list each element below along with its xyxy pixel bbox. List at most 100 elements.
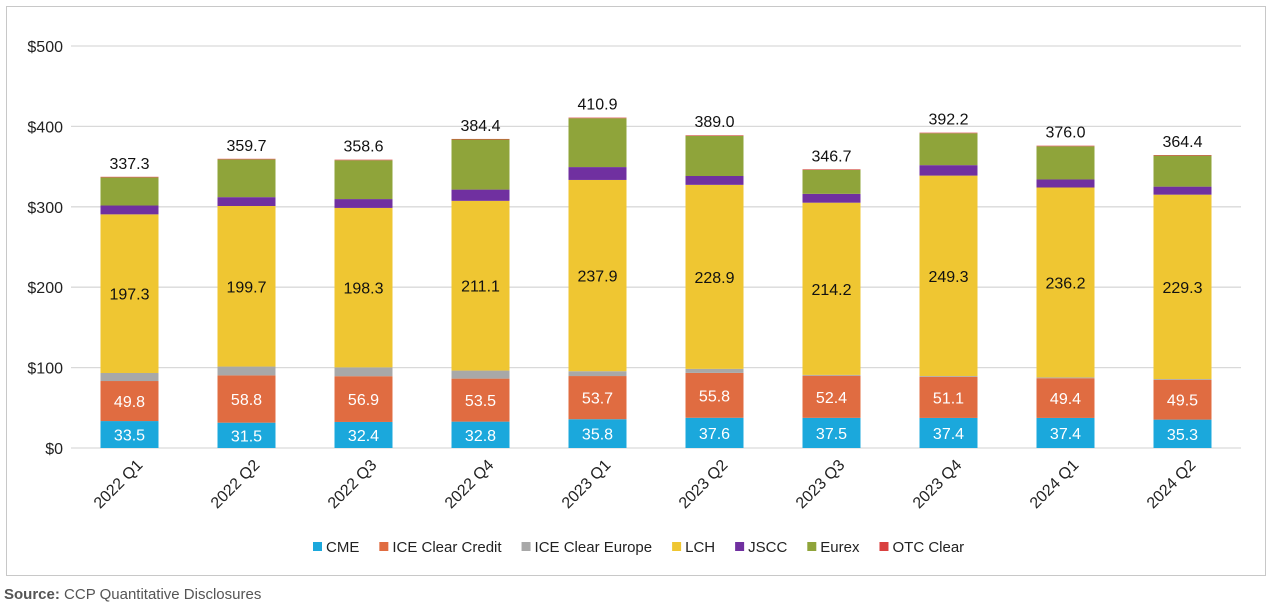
bar-segment [568, 179, 627, 372]
data-label: 49.4 [1050, 391, 1081, 408]
bar-segment [217, 197, 276, 206]
data-label: 49.5 [1167, 393, 1198, 410]
data-label: 55.8 [699, 388, 730, 405]
x-tick-label: 2022 Q4 [442, 457, 497, 512]
x-tick-label: 2022 Q2 [208, 457, 263, 512]
bar-segment [451, 370, 510, 379]
x-tick-label: 2022 Q1 [91, 457, 146, 512]
chart-frame: $0 $100 $200 $300 $400 $500 33.5 49.8 197.3 337.3… [6, 6, 1266, 576]
y-tick-label: $200 [27, 280, 63, 297]
legend-label: CME [326, 539, 359, 556]
bar-segment [1153, 186, 1212, 195]
bar-segment [919, 133, 978, 166]
data-label: 31.5 [231, 428, 262, 445]
data-label: 229.3 [1162, 280, 1202, 297]
bar-segment [1153, 155, 1212, 156]
data-label: 237.9 [577, 269, 617, 286]
x-tick-label: 2023 Q1 [559, 457, 614, 512]
bar-segment [100, 176, 159, 178]
bar-segment [334, 367, 393, 377]
bar-segment [334, 159, 393, 161]
bar-segment [100, 372, 159, 382]
bar-segment [568, 371, 627, 377]
bar-segment [1153, 379, 1212, 420]
legend-label: ICE Clear Credit [392, 539, 502, 556]
bar-segment [334, 207, 393, 368]
y-tick-label: $500 [27, 39, 63, 56]
bar-segment [451, 200, 510, 371]
data-label: 249.3 [928, 269, 968, 286]
data-label: 53.7 [582, 391, 613, 408]
bar-segment [217, 158, 276, 160]
bar-segment [568, 117, 627, 119]
bar-segment [1036, 187, 1095, 378]
bar-segment [802, 193, 861, 203]
data-label: 58.8 [231, 392, 262, 409]
bar-segment [685, 417, 744, 448]
data-label: 33.5 [114, 428, 145, 445]
bar-segment [217, 366, 276, 376]
total-label: 346.7 [811, 148, 851, 165]
bar-segment [100, 381, 159, 422]
total-label: 392.2 [928, 112, 968, 129]
legend-label: JSCC [748, 539, 787, 556]
data-label: 56.9 [348, 392, 379, 409]
bar-segment [1036, 179, 1095, 188]
data-label: 32.4 [348, 428, 379, 445]
total-label: 359.7 [226, 138, 266, 155]
data-label: 52.4 [816, 390, 847, 407]
data-label: 37.5 [816, 426, 847, 443]
bar-segment [1036, 378, 1095, 418]
bar-segment [334, 199, 393, 208]
bar-segment [685, 368, 744, 373]
x-tick-label: 2024 Q1 [1027, 457, 1082, 512]
data-label: 236.2 [1045, 275, 1085, 292]
y-tick-label: $100 [27, 361, 63, 378]
legend-swatch [879, 542, 889, 551]
total-label: 410.9 [577, 97, 617, 114]
bar-segment [919, 376, 978, 377]
bar-segment [802, 169, 861, 170]
legend-swatch [672, 542, 682, 551]
total-label: 376.0 [1045, 125, 1085, 142]
legend-label: ICE Clear Europe [535, 539, 653, 556]
bar-segment [217, 205, 276, 367]
total-label: 364.4 [1162, 134, 1202, 151]
total-label: 337.3 [109, 156, 149, 173]
bar-segment [451, 421, 510, 448]
x-tick-label: 2023 Q4 [910, 457, 965, 512]
legend-swatch [313, 542, 322, 551]
bar-segment [568, 419, 627, 448]
legend-label: Eurex [820, 539, 860, 556]
x-tick-label: 2022 Q3 [325, 457, 380, 512]
bar-segment [1036, 145, 1095, 147]
bar-segment [451, 139, 510, 190]
bar-segment [568, 376, 627, 420]
bar-segment [217, 159, 276, 198]
bar-segment [334, 160, 393, 200]
y-tick-label: $300 [27, 200, 63, 217]
data-label: 214.2 [811, 282, 851, 299]
bar-segment [100, 205, 159, 215]
legend-label: OTC Clear [892, 539, 964, 556]
bar-segment [568, 167, 627, 180]
bar-segment [217, 422, 276, 448]
bar-segment [802, 202, 861, 375]
total-label: 358.6 [343, 139, 383, 156]
bar-segment [217, 375, 276, 423]
bar-segment [334, 376, 393, 422]
bar-segment [1153, 419, 1212, 448]
bar-segment [919, 175, 978, 377]
bar-segment [685, 184, 744, 369]
bar-segment [100, 177, 159, 206]
data-label: 228.9 [694, 270, 734, 287]
bar-segment [568, 118, 627, 168]
bar-segment [685, 135, 744, 136]
data-label: 35.8 [582, 427, 613, 444]
data-label: 49.8 [114, 394, 145, 411]
data-label: 53.5 [465, 393, 496, 410]
data-label: 37.4 [933, 426, 964, 443]
bar-segment [685, 176, 744, 185]
bar-segment [919, 417, 978, 448]
bar-segment [802, 169, 861, 194]
